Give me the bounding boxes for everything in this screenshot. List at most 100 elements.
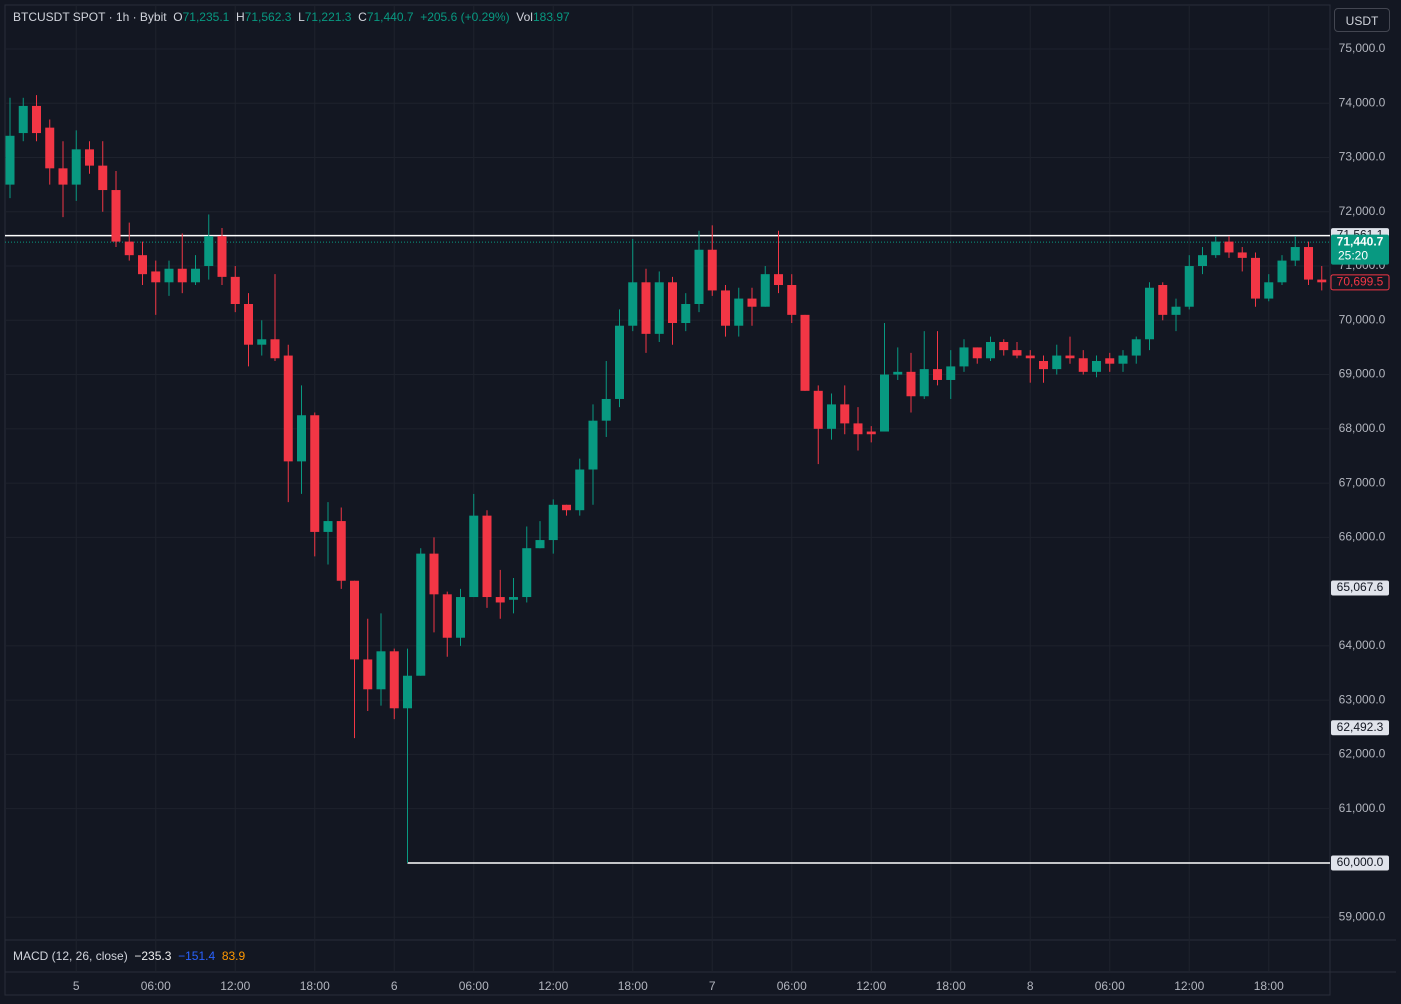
candle-body bbox=[575, 469, 585, 511]
candle-body bbox=[495, 597, 505, 603]
candle-body bbox=[1118, 355, 1128, 364]
candle-body bbox=[827, 404, 836, 429]
value: 183.97 bbox=[532, 10, 570, 24]
candle-body bbox=[1039, 360, 1048, 370]
indicator-name[interactable]: MACD (12, 26, close) bbox=[13, 949, 128, 963]
candle-body bbox=[1304, 247, 1313, 280]
candle-body bbox=[151, 271, 161, 283]
x-tick-label: 12:00 bbox=[538, 979, 568, 993]
candle-body bbox=[71, 149, 81, 185]
y-tick-label: 72,000.0 bbox=[1339, 204, 1386, 218]
symbol-legend: BTCUSDT SPOT · 1h · Bybit O71,235.1 H71,… bbox=[13, 10, 570, 24]
price-label: 70,699.5 bbox=[1337, 274, 1384, 288]
candle-body bbox=[535, 540, 545, 549]
candle-body bbox=[628, 282, 638, 326]
candle-body bbox=[283, 355, 293, 462]
macd-value: −235.3 bbox=[134, 949, 172, 963]
currency-button[interactable]: USDT bbox=[1334, 8, 1390, 32]
candle-body bbox=[204, 236, 214, 267]
label: C bbox=[358, 10, 367, 24]
y-tick-label: 67,000.0 bbox=[1339, 475, 1386, 489]
candle-body bbox=[1224, 241, 1234, 253]
candle-body bbox=[85, 149, 94, 166]
candle-body bbox=[853, 423, 863, 435]
candle-body bbox=[98, 165, 108, 191]
y-tick-label: 68,000.0 bbox=[1339, 421, 1386, 435]
price-label-box bbox=[1331, 720, 1389, 736]
candle-body bbox=[1290, 247, 1300, 261]
candle-body bbox=[217, 236, 227, 277]
candle-body bbox=[800, 314, 810, 391]
candle-body bbox=[681, 304, 691, 323]
candle-body bbox=[972, 347, 982, 359]
candle-body bbox=[416, 553, 426, 676]
symbol[interactable]: BTCUSDT SPOT · 1h · Bybit bbox=[13, 10, 167, 24]
candle-body bbox=[866, 431, 876, 435]
candle-body bbox=[310, 415, 320, 532]
candle-body bbox=[654, 282, 664, 334]
candle-body bbox=[986, 341, 995, 359]
candle-body bbox=[548, 504, 558, 541]
candle-body bbox=[734, 298, 744, 326]
y-tick-label: 63,000.0 bbox=[1339, 692, 1386, 706]
candle-body bbox=[1211, 241, 1221, 256]
label: L bbox=[298, 10, 305, 24]
candle-body bbox=[933, 369, 942, 380]
candle-body bbox=[707, 249, 717, 291]
candle-body bbox=[270, 339, 280, 359]
candle-body bbox=[257, 339, 267, 345]
price-label-box bbox=[1330, 274, 1390, 291]
candle-body bbox=[615, 325, 624, 399]
x-tick-label: 12:00 bbox=[856, 979, 886, 993]
candle-body bbox=[747, 298, 757, 307]
x-tick-label: 8 bbox=[1027, 979, 1034, 993]
y-tick-label: 73,000.0 bbox=[1339, 150, 1386, 164]
signal-value: −151.4 bbox=[178, 949, 216, 963]
candle-body bbox=[1251, 257, 1260, 299]
x-tick-label: 12:00 bbox=[1174, 979, 1204, 993]
candle-body bbox=[5, 135, 15, 185]
x-tick-label: 06:00 bbox=[777, 979, 807, 993]
candle-body bbox=[442, 594, 452, 638]
candle-body bbox=[456, 597, 465, 638]
candle-body bbox=[1171, 306, 1181, 315]
y-tick-label: 74,000.0 bbox=[1339, 95, 1386, 109]
price-label: 62,492.3 bbox=[1337, 720, 1384, 734]
y-tick-label: 66,000.0 bbox=[1339, 530, 1386, 544]
candle-body bbox=[813, 390, 823, 429]
candle-body bbox=[1198, 255, 1207, 267]
value: 71,221.3 bbox=[304, 10, 352, 24]
label: O bbox=[173, 10, 183, 24]
candle-body bbox=[774, 274, 783, 286]
x-tick-label: 06:00 bbox=[141, 979, 171, 993]
candle-body bbox=[1012, 350, 1022, 356]
candle-body bbox=[350, 580, 359, 660]
x-tick-label: 06:00 bbox=[459, 979, 489, 993]
candle-body bbox=[522, 548, 532, 598]
candle-body bbox=[138, 255, 147, 275]
indicator-legend: MACD (12, 26, close) −235.3 −151.4 83.9 bbox=[13, 949, 245, 963]
candle-body bbox=[893, 371, 903, 375]
price-label-box bbox=[1331, 855, 1389, 871]
candle-body bbox=[111, 190, 121, 242]
price-label-box bbox=[1331, 580, 1389, 596]
change: +205.6 (+0.29%) bbox=[420, 10, 510, 24]
candle-body bbox=[668, 282, 677, 323]
plot-background bbox=[4, 4, 1331, 996]
value: 71,562.3 bbox=[244, 10, 292, 24]
x-tick-label: 18:00 bbox=[936, 979, 966, 993]
label: Vol bbox=[516, 10, 533, 24]
x-tick-label: 06:00 bbox=[1095, 979, 1125, 993]
candle-body bbox=[721, 290, 730, 326]
candle-body bbox=[999, 341, 1009, 351]
candle-body bbox=[297, 415, 306, 462]
candle-body bbox=[429, 553, 439, 595]
candle-body bbox=[32, 105, 41, 134]
countdown: 25:20 bbox=[1338, 248, 1368, 262]
candle-body bbox=[509, 597, 518, 600]
candle-body bbox=[376, 651, 386, 690]
candle-body bbox=[1264, 282, 1274, 299]
value: 71,440.7 bbox=[366, 10, 414, 24]
y-tick-label: 59,000.0 bbox=[1339, 909, 1386, 923]
